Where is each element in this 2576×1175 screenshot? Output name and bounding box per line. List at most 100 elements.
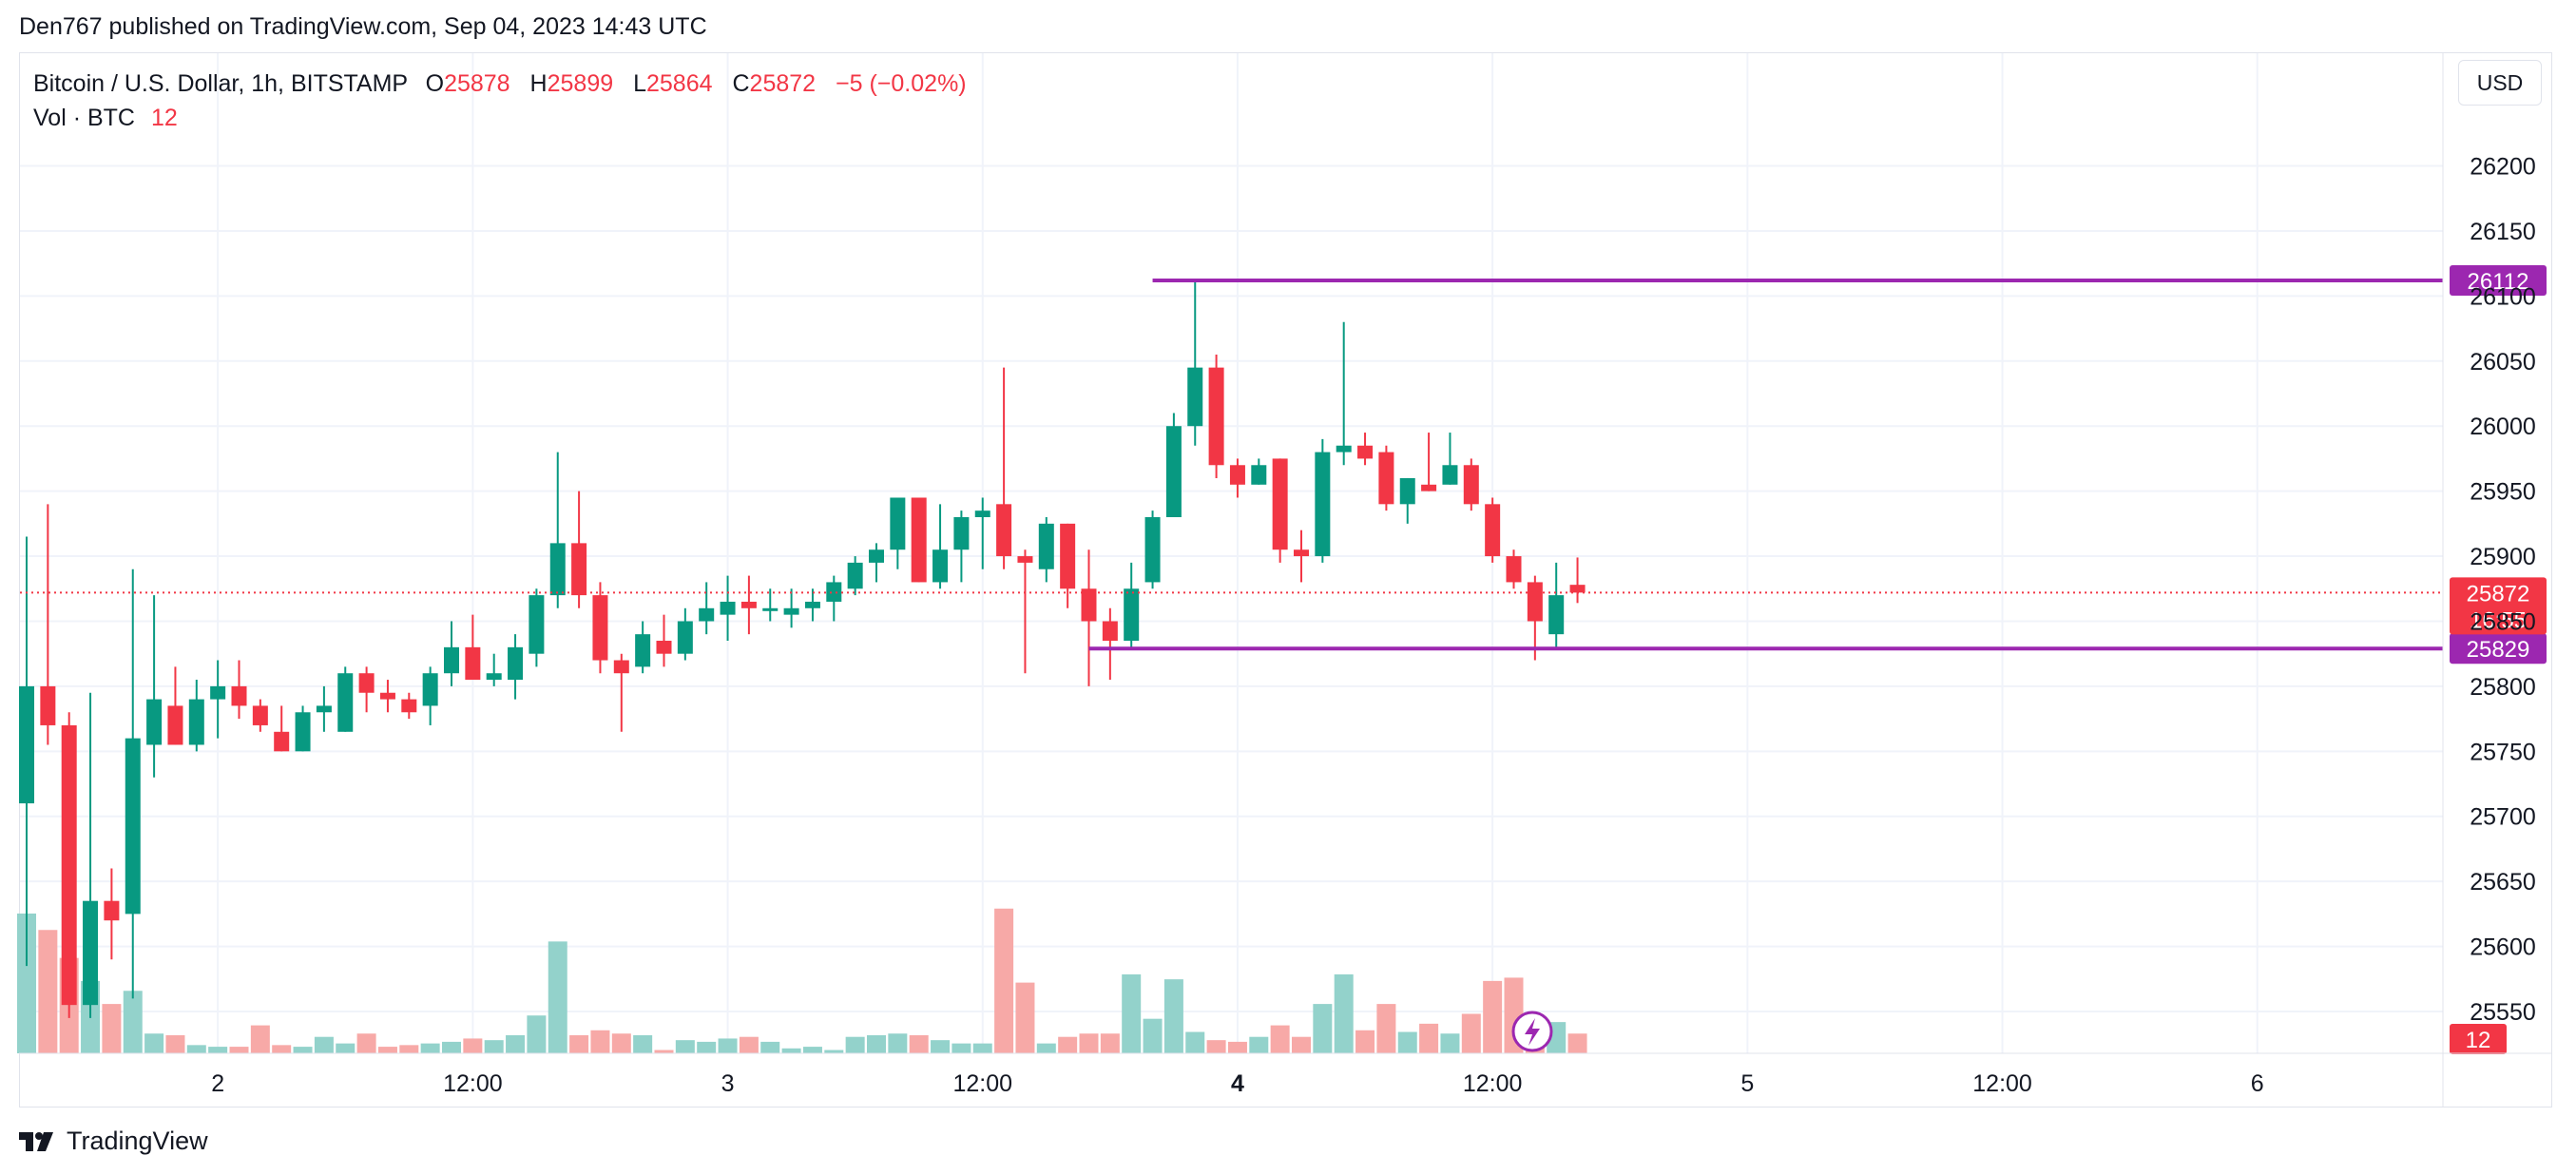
volume-bar xyxy=(931,1040,951,1053)
volume-row: Vol · BTC 12 xyxy=(33,101,980,135)
candles xyxy=(19,279,1586,1018)
candle-body xyxy=(486,673,502,681)
last-price-label: 25872 xyxy=(2467,581,2530,607)
volume-bar xyxy=(1079,1033,1099,1053)
volume-bar xyxy=(186,1045,206,1053)
volume-bar xyxy=(867,1034,886,1053)
open-value: 25878 xyxy=(444,70,510,97)
volume-bar xyxy=(356,1033,376,1053)
volume-bar xyxy=(314,1036,334,1053)
candle-body xyxy=(826,582,842,602)
volume-bar xyxy=(994,908,1014,1053)
tradingview-wordmark: TradingView xyxy=(67,1127,208,1155)
volume-bar xyxy=(229,1047,249,1053)
candle-body xyxy=(1144,517,1161,583)
candle-body xyxy=(1399,477,1415,505)
volume-bar xyxy=(845,1036,865,1053)
volume-bar xyxy=(1163,979,1183,1053)
candle-body xyxy=(146,699,163,745)
x-tick-label: 3 xyxy=(721,1070,735,1097)
candle-body xyxy=(1208,367,1224,466)
y-tick-label: 26000 xyxy=(2470,414,2536,440)
volume-bar xyxy=(952,1043,971,1053)
candle-body xyxy=(401,699,417,713)
volume-bar xyxy=(1185,1031,1205,1053)
candle-body xyxy=(1569,585,1586,593)
volume-bar xyxy=(548,941,567,1053)
candle-body xyxy=(911,497,927,583)
x-tick-label: 6 xyxy=(2251,1070,2264,1097)
level-price-tag xyxy=(2450,264,2547,296)
volume-bar xyxy=(527,1015,547,1053)
candle-body xyxy=(83,900,99,1006)
volume-bar xyxy=(590,1030,610,1053)
level-price-label: 25829 xyxy=(2467,637,2530,663)
y-tick-label: 26200 xyxy=(2470,154,2536,181)
change-value: −5 (−0.02%) xyxy=(836,70,967,97)
volume-bar xyxy=(506,1034,526,1053)
chart-grid xyxy=(20,53,2443,1053)
candle-body xyxy=(699,607,715,622)
volume-bar xyxy=(569,1034,589,1053)
candle-body xyxy=(974,510,990,518)
chart-legend: Bitcoin / U.S. Dollar, 1h, BITSTAMP O258… xyxy=(33,67,980,135)
candle-body xyxy=(1336,445,1352,453)
candle-body xyxy=(1463,465,1479,505)
candle-body xyxy=(635,634,651,667)
candle-body xyxy=(1485,504,1501,557)
volume-bar xyxy=(781,1048,801,1053)
volume-bar xyxy=(250,1025,270,1053)
y-tick-label: 25900 xyxy=(2470,544,2536,570)
candle-body xyxy=(656,641,672,654)
volume-label[interactable]: Vol · BTC xyxy=(33,105,135,131)
last-price-tag xyxy=(2450,577,2547,635)
candle-body xyxy=(508,646,524,681)
lightning-icon[interactable] xyxy=(1511,1011,1553,1052)
volume-bar xyxy=(1461,1013,1481,1053)
high-label: H xyxy=(529,70,548,97)
volume-bar xyxy=(675,1040,695,1053)
volume-bar xyxy=(463,1038,483,1053)
symbol-title[interactable]: Bitcoin / U.S. Dollar, 1h, BITSTAMP xyxy=(33,70,408,97)
level-price-label: 26112 xyxy=(2468,269,2529,295)
x-tick-label: 12:00 xyxy=(1972,1070,2032,1097)
candle-body xyxy=(1548,595,1565,635)
volume-bar xyxy=(1292,1036,1311,1053)
volume-bar xyxy=(1440,1033,1460,1053)
candle-body xyxy=(1378,452,1394,505)
volume-bar xyxy=(102,1004,122,1053)
volume-bar xyxy=(484,1040,504,1053)
volume-bar xyxy=(377,1047,397,1053)
volume-bar xyxy=(165,1034,185,1053)
currency-button[interactable]: USD xyxy=(2458,60,2542,106)
candle-body xyxy=(1038,523,1054,569)
x-tick-label: 2 xyxy=(211,1070,224,1097)
candle-body xyxy=(529,595,545,654)
volume-bar xyxy=(739,1036,759,1053)
candle-body xyxy=(188,699,204,745)
candle-body xyxy=(1081,588,1097,622)
candle-body xyxy=(1124,588,1140,642)
candle-body xyxy=(1421,484,1437,491)
volume-bar xyxy=(760,1041,780,1053)
candle-body xyxy=(762,607,779,611)
volume-bar xyxy=(1227,1041,1247,1053)
candle-body xyxy=(104,900,120,921)
volume-bar xyxy=(1376,1004,1396,1053)
open-label: O xyxy=(425,70,445,97)
volume-bar xyxy=(1249,1036,1269,1053)
y-tick-label: 25750 xyxy=(2470,739,2536,765)
close-value: 25872 xyxy=(749,70,817,97)
close-label: C xyxy=(732,70,750,97)
volume-bar xyxy=(336,1043,356,1053)
volume-bar xyxy=(1036,1043,1056,1053)
candle-body xyxy=(465,646,481,681)
tradingview-brand[interactable]: TradingView xyxy=(19,1127,208,1156)
last-volume-label: 12 xyxy=(2466,1028,2491,1053)
volume-bar xyxy=(293,1047,313,1053)
candle-body xyxy=(337,673,354,732)
volume-bar xyxy=(1355,1030,1375,1053)
volume-bar xyxy=(824,1050,844,1053)
